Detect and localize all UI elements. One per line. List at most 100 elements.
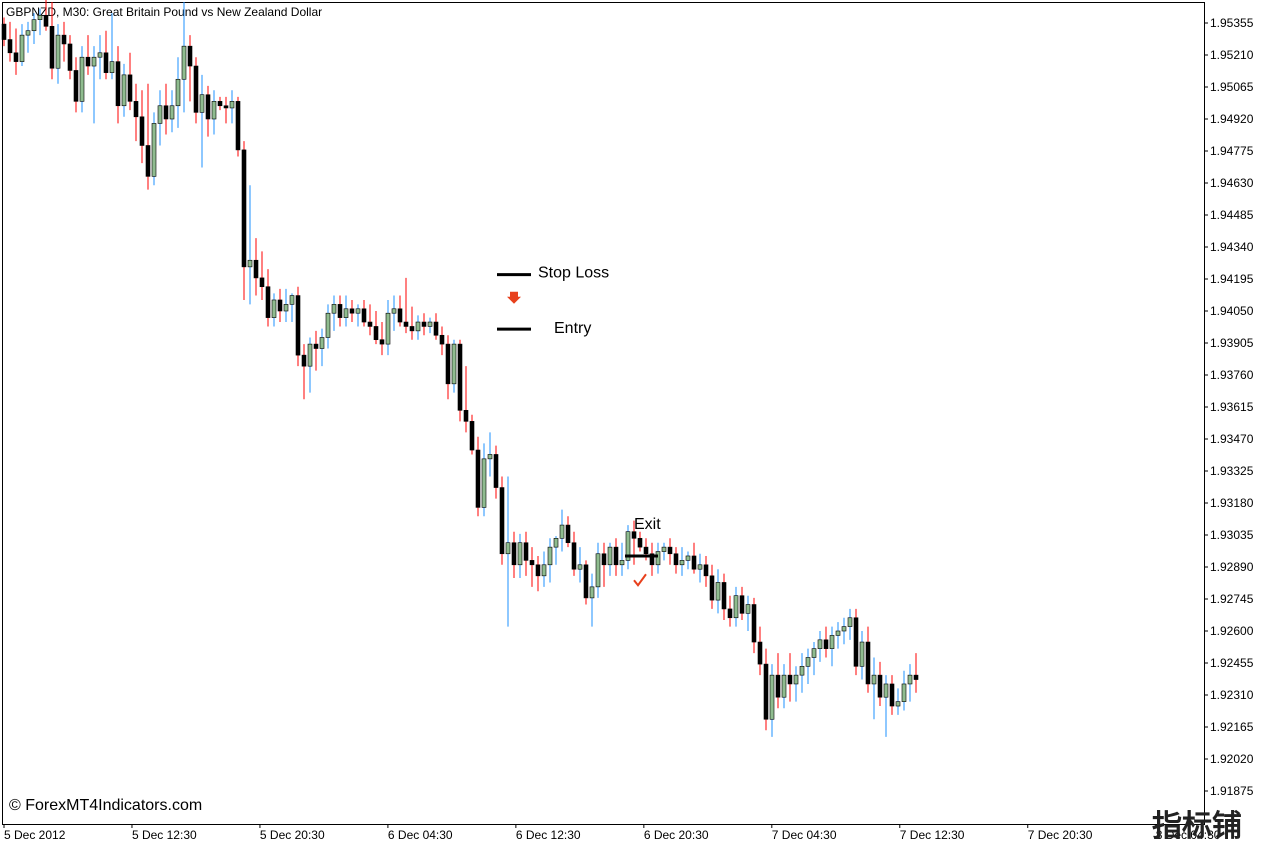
candle-body	[775, 674, 781, 698]
candle	[595, 542, 601, 598]
candle	[277, 288, 283, 323]
candle	[193, 57, 199, 124]
candle-body	[553, 538, 559, 548]
candle	[187, 35, 193, 102]
candle-body	[349, 308, 355, 314]
candle-body	[469, 421, 475, 451]
x-tick-label: 5 Dec 2012	[4, 828, 66, 842]
candle-body	[451, 343, 457, 385]
candle-body	[835, 630, 841, 636]
candle	[415, 315, 421, 340]
candle-body	[25, 30, 31, 36]
candle-body	[841, 626, 847, 632]
candle	[373, 311, 379, 345]
candle	[169, 90, 175, 133]
candle	[541, 551, 547, 587]
candle-body	[121, 74, 127, 107]
annotation-label: Entry	[554, 320, 591, 337]
candle-body	[655, 551, 661, 566]
candle-body	[619, 560, 625, 566]
candle	[25, 21, 31, 53]
logo-text: 指标铺	[1152, 809, 1242, 844]
candle	[517, 533, 523, 579]
candle	[565, 516, 571, 548]
candle-body	[811, 648, 817, 658]
candle	[577, 547, 583, 583]
candle	[823, 626, 829, 658]
candle-body	[781, 674, 787, 698]
candle	[655, 542, 661, 574]
candle	[241, 141, 247, 300]
candle-body	[457, 343, 463, 411]
candle-body	[901, 683, 907, 702]
candle	[727, 595, 733, 627]
candle	[799, 653, 805, 693]
candle	[97, 35, 103, 80]
candle	[841, 617, 847, 645]
candle	[433, 313, 439, 340]
candle-body	[343, 308, 349, 318]
candle-body	[247, 259, 253, 268]
candle-body	[847, 617, 853, 627]
candle-body	[529, 560, 535, 566]
y-tick-label: 1.91875	[1210, 784, 1254, 798]
candle-body	[433, 321, 439, 336]
candle-body	[565, 524, 571, 544]
candle	[235, 96, 241, 157]
candle	[709, 564, 715, 609]
candle	[205, 85, 211, 137]
candle-body	[463, 410, 469, 422]
candle	[181, 2, 187, 113]
candle-body	[511, 542, 517, 566]
candle-body	[721, 582, 727, 610]
candle	[355, 304, 361, 327]
candle	[751, 597, 757, 654]
candle	[259, 251, 265, 300]
candle-body	[751, 604, 757, 643]
candle	[313, 330, 319, 371]
x-tick-label: 5 Dec 20:30	[260, 828, 325, 842]
candle	[475, 436, 481, 517]
candle	[343, 295, 349, 327]
candle-body	[757, 641, 763, 665]
candle	[1, 17, 7, 47]
chart-title: GBPNZD, M30: Great Britain Pound vs New …	[6, 5, 322, 19]
candle	[451, 339, 457, 393]
y-tick-label: 1.95355	[1210, 16, 1254, 30]
candle-body	[241, 149, 247, 268]
candle-body	[277, 299, 283, 312]
candle	[835, 622, 841, 649]
candle	[913, 653, 919, 693]
candle	[547, 538, 553, 583]
annotation: Stop Loss	[497, 265, 609, 282]
candle-body	[175, 78, 181, 107]
candle-body	[883, 683, 889, 698]
candle	[253, 238, 259, 296]
candle	[571, 531, 577, 576]
candle	[757, 626, 763, 676]
candle	[787, 653, 793, 702]
candle-body	[739, 595, 745, 614]
candle	[367, 304, 373, 336]
candle-body	[49, 26, 55, 69]
annotation-label: Stop Loss	[538, 265, 609, 282]
candle	[457, 339, 463, 422]
candle-body	[331, 304, 337, 314]
candle-body	[151, 123, 157, 177]
y-tick-label: 1.95210	[1210, 48, 1254, 62]
candle	[601, 542, 607, 587]
candle	[865, 626, 871, 693]
candle	[409, 306, 415, 340]
candle	[385, 299, 391, 356]
candle	[133, 83, 139, 142]
candle-body	[829, 635, 835, 649]
markers	[507, 291, 647, 587]
candle-body	[421, 321, 427, 327]
candle	[871, 657, 877, 720]
candle	[907, 664, 913, 702]
candle	[847, 608, 853, 640]
candle-body	[217, 101, 223, 107]
candle	[67, 35, 73, 80]
candle-body	[637, 538, 643, 548]
candle	[763, 648, 769, 731]
